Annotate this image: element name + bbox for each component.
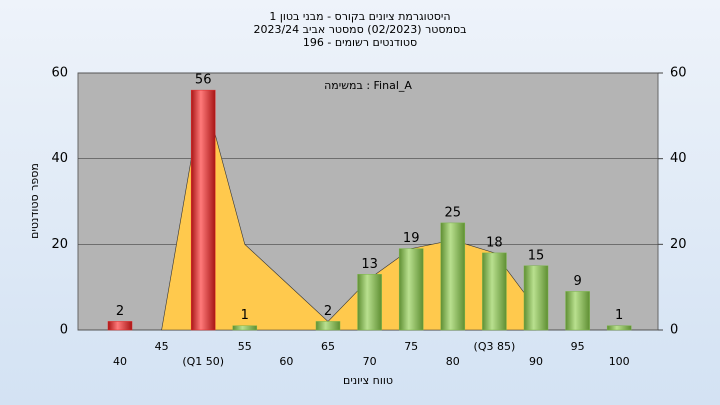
- value-label: 9: [573, 274, 581, 289]
- bar: [107, 321, 133, 331]
- title-line: בסמסטר (02/2023) סמסטר אביב 2023/24: [253, 23, 466, 36]
- x-tick-label: 40: [113, 355, 127, 368]
- annotation: במשימה : Final_A: [324, 79, 412, 92]
- x-tick-label: 80: [446, 355, 460, 368]
- x-tick-label: 45: [155, 340, 169, 353]
- x-tick-label: (Q1 50): [182, 355, 224, 368]
- x-tick-label: 100: [609, 355, 630, 368]
- value-label: 1: [241, 308, 249, 323]
- x-tick-label: 55: [238, 340, 252, 353]
- x-tick-label: 95: [571, 340, 585, 353]
- x-axis-label: טווח ציונים: [343, 374, 393, 387]
- x-tick-label: 90: [529, 355, 543, 368]
- y-tick-label: 20: [51, 237, 68, 252]
- bar: [232, 325, 258, 331]
- bar: [315, 321, 341, 331]
- bar: [523, 265, 549, 331]
- bar: [606, 325, 632, 331]
- y-tick-label: 40: [51, 151, 68, 166]
- value-label: 2: [324, 304, 332, 319]
- value-label: 25: [445, 205, 462, 220]
- bar: [357, 274, 382, 331]
- bar: [398, 248, 424, 331]
- y-tick-label: 60: [51, 66, 68, 81]
- y-axis-label: מספר סטודנטים: [28, 163, 41, 239]
- value-label: 56: [195, 73, 212, 88]
- value-label: 15: [528, 248, 545, 263]
- x-tick-label: 70: [363, 355, 377, 368]
- y2-tick-label: 40: [670, 151, 687, 166]
- y-tick-label: 0: [60, 323, 68, 338]
- y2-tick-label: 20: [670, 237, 687, 252]
- title-line: היסטוגרמת ציונים בקורס - מבני בטון 1: [269, 10, 450, 23]
- value-label: 19: [403, 231, 420, 246]
- bar: [190, 89, 216, 331]
- value-label: 18: [486, 235, 503, 250]
- value-label: 1: [615, 308, 623, 323]
- bar: [482, 252, 507, 331]
- y2-tick-label: 60: [670, 66, 687, 81]
- title-line: סטודנטים רשומים - 196: [303, 36, 417, 49]
- x-tick-label: 60: [279, 355, 293, 368]
- bar: [565, 291, 590, 331]
- x-tick-label: (Q3 85): [474, 340, 516, 353]
- bar: [440, 222, 466, 331]
- y2-tick-label: 0: [670, 323, 678, 338]
- value-label: 13: [361, 257, 378, 272]
- value-label: 2: [116, 304, 124, 319]
- x-tick-label: 65: [321, 340, 335, 353]
- x-tick-label: 75: [404, 340, 418, 353]
